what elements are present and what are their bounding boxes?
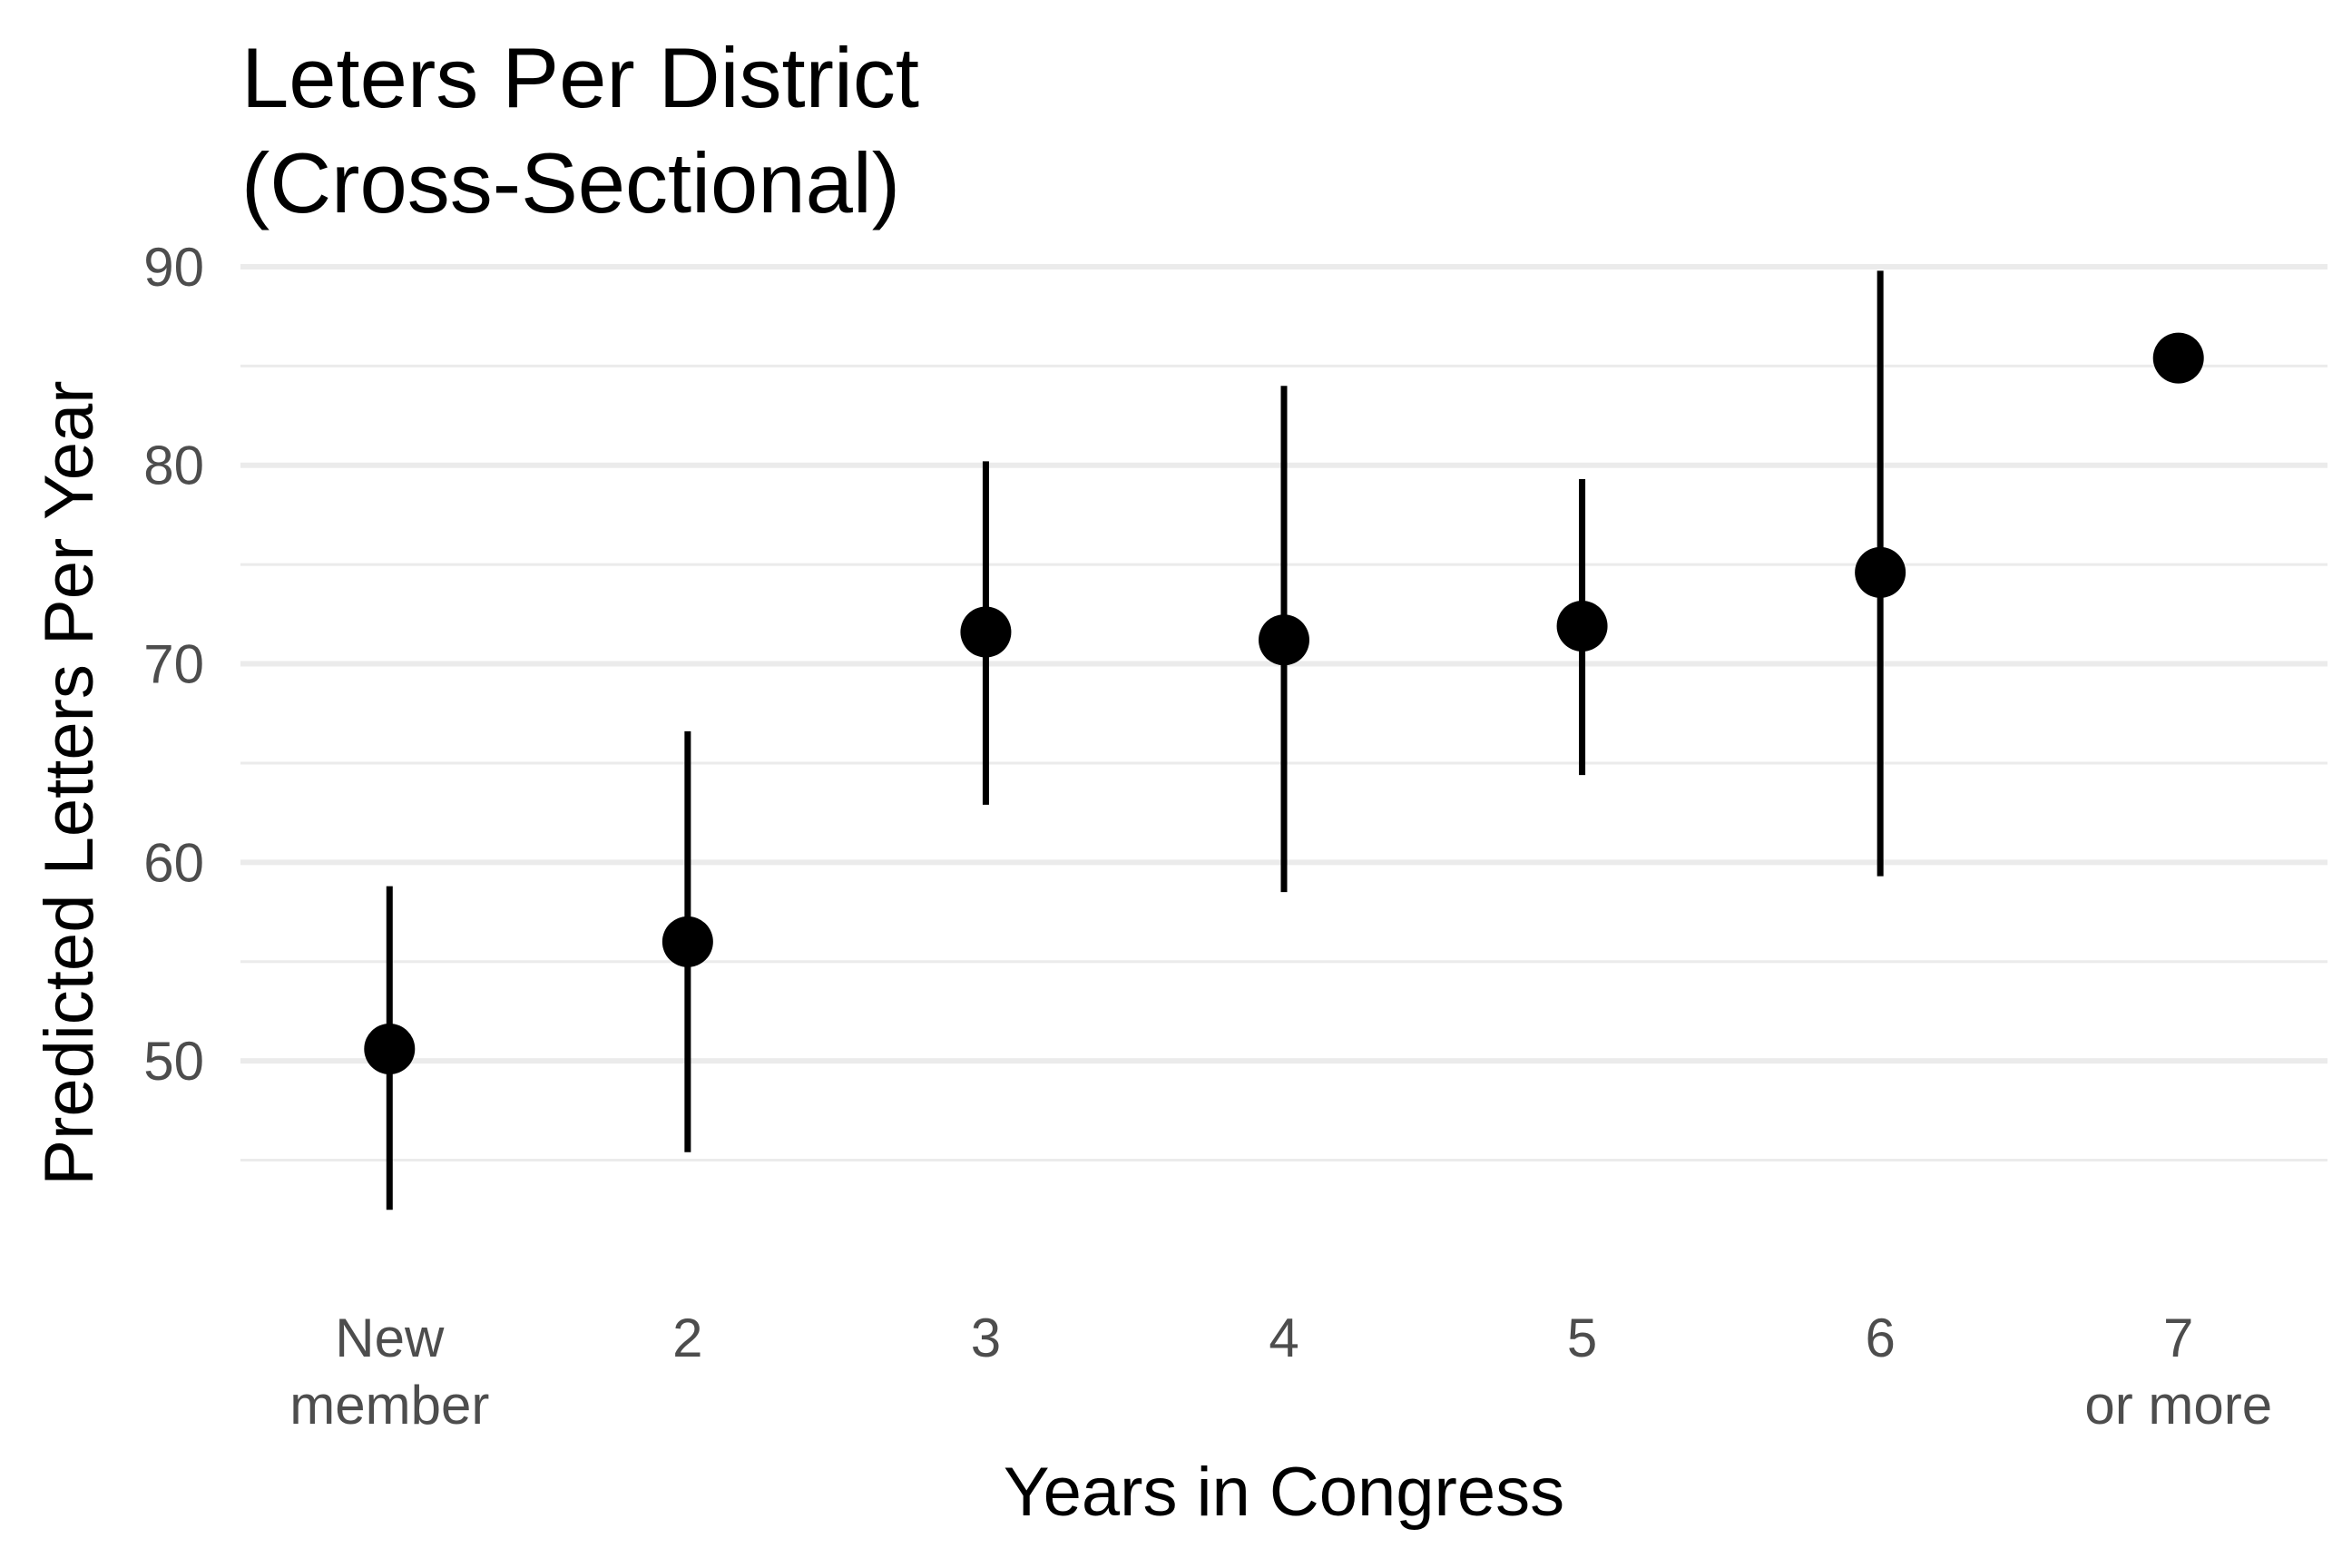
data-marks xyxy=(364,270,2204,1210)
x-tick-label: 3 xyxy=(971,1308,1001,1368)
data-point xyxy=(2152,332,2204,384)
x-tick-label: 7 or more xyxy=(2084,1308,2272,1436)
x-tick-label: 6 xyxy=(1865,1308,1895,1368)
x-axis-title: Years in Congress xyxy=(1004,1454,1564,1531)
chart-title-line-2: (Cross-Sectional) xyxy=(241,135,900,230)
x-tick-labels: New member 2 3 4 5 6 7 or more xyxy=(289,1308,2272,1436)
y-tick-label: 80 xyxy=(143,436,204,496)
y-tick-label: 50 xyxy=(143,1031,204,1092)
data-point xyxy=(1855,546,1906,598)
data-point xyxy=(1556,600,1608,652)
data-point xyxy=(960,606,1012,658)
x-tick-label: 4 xyxy=(1269,1308,1298,1368)
data-point xyxy=(364,1024,416,1075)
y-tick-label: 90 xyxy=(143,237,204,298)
x-tick-label: 5 xyxy=(1567,1308,1597,1368)
y-axis-title: Predicted Letters Per Year xyxy=(31,380,108,1185)
data-point xyxy=(1259,614,1309,666)
y-tick-labels: 50 60 70 80 90 xyxy=(143,237,204,1092)
y-tick-label: 60 xyxy=(143,832,204,893)
chart-title-line-1: Leters Per District xyxy=(241,30,919,125)
x-tick-label: 2 xyxy=(672,1308,702,1368)
data-point xyxy=(662,916,713,967)
x-tick-label: New member xyxy=(289,1308,489,1436)
y-tick-label: 70 xyxy=(143,634,204,695)
